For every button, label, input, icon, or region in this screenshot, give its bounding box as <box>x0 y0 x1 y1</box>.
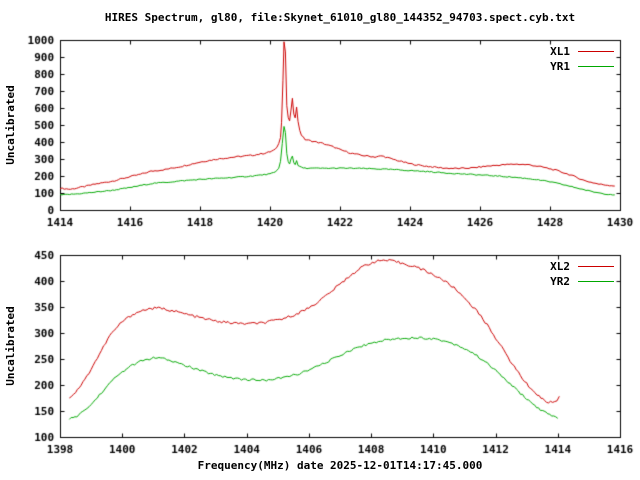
x-axis-label: Frequency(MHz) date 2025-12-01T14:17:45.… <box>197 459 483 472</box>
legend-label-xl2: XL2 <box>550 260 570 273</box>
y-axis-label-bottom: Uncalibrated <box>4 306 17 386</box>
legend-label-yr2: YR2 <box>550 275 570 288</box>
chart-title: HIRES Spectrum, gl80, file:Skynet_61010_… <box>104 11 576 24</box>
legend-line-sample-yr2 <box>578 281 614 282</box>
legend-entry-yr1: YR1 <box>550 60 614 73</box>
legend-entry-yr2: YR2 <box>550 275 614 288</box>
legend-top-chart: XL1 YR1 <box>550 45 614 73</box>
legend-line-sample-yr1 <box>578 66 614 67</box>
legend-label-xl1: XL1 <box>550 45 570 58</box>
legend-entry-xl2: XL2 <box>550 260 614 273</box>
legend-label-yr1: YR1 <box>550 60 570 73</box>
legend-line-sample-xl2 <box>578 266 614 267</box>
legend-bottom-chart: XL2 YR2 <box>550 260 614 288</box>
legend-entry-xl1: XL1 <box>550 45 614 58</box>
legend-line-sample-xl1 <box>578 51 614 52</box>
y-axis-label-top: Uncalibrated <box>4 85 17 165</box>
